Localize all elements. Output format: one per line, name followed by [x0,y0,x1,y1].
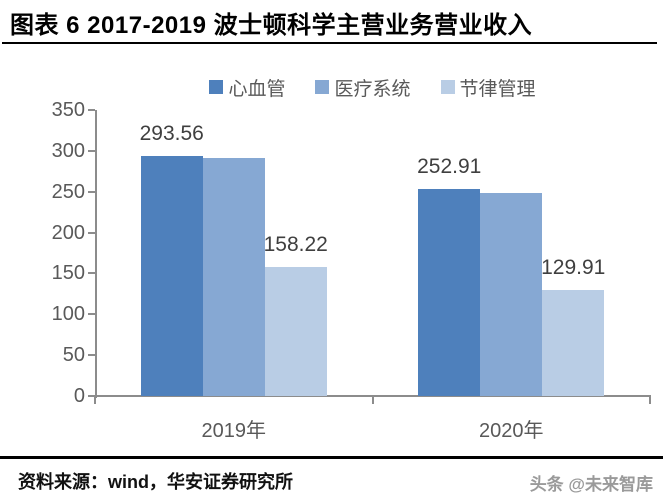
legend-item-心血管: 心血管 [209,74,285,101]
bar-节律管理-2020年 [542,289,605,396]
x-axis-tick-mark [371,397,374,404]
y-axis-tick-mark [88,395,95,397]
y-axis-line [95,110,97,398]
legend-label: 节律管理 [459,78,536,100]
bar-心血管-2020年 [418,189,481,396]
y-axis-tick-mark [88,149,95,152]
y-axis-tick-label: 100 [51,303,85,326]
x-axis-line [95,395,651,397]
y-axis-tick-mark [88,354,95,357]
y-axis-tick-mark [88,190,95,193]
legend-swatch [315,80,330,94]
figure-title: 图表 6 2017-2019 波士顿科学主营业务营业收入 [10,12,533,39]
bar-节律管理-2019年 [264,266,327,396]
y-axis-tick-label: 250 [51,180,85,203]
legend-item-节律管理: 节律管理 [440,74,536,101]
y-axis-tick-label: 350 [51,99,85,121]
legend-label: 心血管 [228,78,286,100]
bar-心血管-2019年 [140,156,203,396]
bar-医疗系统-2020年 [480,192,543,396]
bar-医疗系统-2019年 [202,158,265,396]
data-label-心血管-2019年: 293.56 [139,122,204,146]
y-axis-tick-label: 0 [73,385,85,407]
y-axis-tick-mark [88,313,95,316]
y-axis-tick-label: 150 [51,262,85,285]
watermark: 头条 @未来智库 [529,475,653,494]
footer-divider [0,456,663,459]
y-axis-tick-label: 300 [51,139,85,162]
title-divider [2,42,657,44]
data-label-心血管-2020年: 252.91 [417,155,482,179]
plot-area: 0 50 100 150 200 250 300 350 293.56 158.22 2019年 25… [52,99,651,442]
legend-swatch [440,80,455,94]
legend-label: 医疗系统 [334,78,411,100]
x-axis-tick-mark [94,397,96,404]
x-axis-tick-mark [649,397,651,404]
data-label-节律管理-2020年: 129.91 [541,255,606,279]
y-axis-tick-mark [88,272,95,275]
y-axis-tick-label: 50 [62,344,85,367]
x-axis-category-label: 2019年 [201,420,267,442]
source-note: 资料来源：wind，华安证券研究所 [18,472,293,492]
x-axis-category-label: 2020年 [479,420,544,442]
chart-legend: 心血管 医疗系统 节律管理 [95,77,650,100]
legend-item-医疗系统: 医疗系统 [315,74,411,101]
y-axis-tick-label: 200 [51,221,85,244]
data-label-节律管理-2019年: 158.22 [263,232,328,256]
y-axis-tick-mark [88,109,95,111]
y-axis-tick-mark [88,231,95,234]
legend-swatch [209,80,224,94]
